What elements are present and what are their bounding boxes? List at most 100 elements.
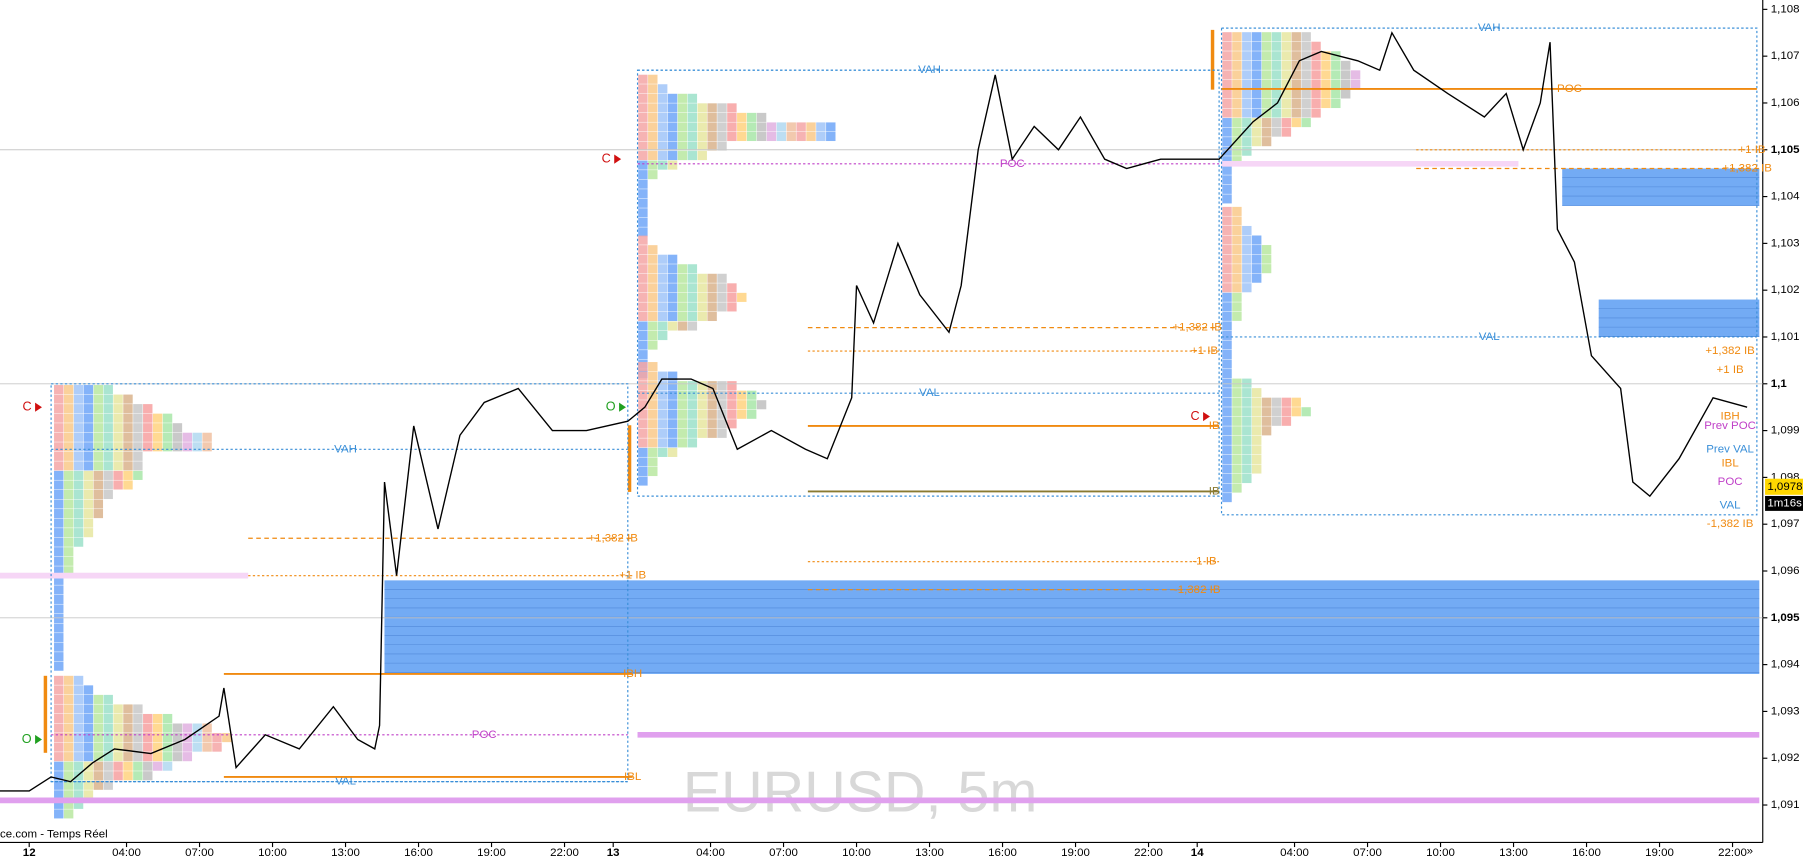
profile-cell	[1261, 51, 1272, 61]
profile-cell	[648, 273, 658, 283]
profile-cell	[73, 413, 84, 423]
profile-cell	[667, 254, 678, 264]
level-label: VAH	[918, 64, 941, 76]
profile-cell	[1222, 302, 1232, 312]
profile-cell	[697, 409, 707, 419]
profile-cell	[1271, 60, 1282, 70]
profile-cell	[657, 160, 668, 170]
profile-cell	[143, 413, 153, 423]
profile-cell	[648, 419, 658, 429]
profile-cell	[83, 394, 94, 404]
profile-cell	[83, 385, 94, 395]
profile-cell	[73, 752, 84, 762]
profile-cell	[1271, 89, 1282, 99]
profile-cell	[172, 723, 183, 733]
profile-cell	[677, 273, 688, 283]
profile-cell	[54, 442, 64, 452]
profile-cell	[162, 442, 173, 452]
x-tick-label: 19:00	[1061, 847, 1090, 859]
profile-cell	[103, 480, 113, 490]
profile-cell	[1232, 473, 1242, 484]
profile-cell	[638, 131, 648, 142]
profile-cell	[707, 131, 717, 142]
profile-cell	[143, 404, 153, 414]
profile-cell	[657, 103, 668, 113]
profile-cell	[182, 442, 193, 452]
profile-cell	[1222, 156, 1232, 166]
profile-cell	[1232, 127, 1242, 137]
marker-label: C	[1191, 409, 1200, 423]
profile-cell	[63, 799, 74, 809]
profile-cell	[1281, 108, 1292, 118]
profile-cell	[737, 131, 747, 142]
profile-cell	[1222, 41, 1232, 51]
profile-cell	[63, 752, 74, 762]
profile-cell	[152, 752, 163, 762]
profile-cell	[1222, 245, 1232, 255]
profile-cell	[103, 385, 113, 395]
profile-cell	[1232, 206, 1242, 216]
profile-cell	[1331, 70, 1341, 80]
profile-cell	[1232, 292, 1242, 302]
level-label: +1,382 IB	[588, 532, 638, 544]
profile-cell	[103, 413, 113, 423]
profile-cell	[1281, 118, 1292, 128]
profile-cell	[1242, 397, 1252, 407]
profile-cell	[1281, 416, 1292, 426]
profile-cell	[73, 713, 84, 724]
profile-cell	[667, 264, 678, 274]
profile-cell	[63, 790, 74, 800]
profile-cell	[113, 752, 123, 762]
profile-cell	[113, 442, 123, 452]
profile-cell	[113, 461, 123, 471]
profile-cell	[113, 413, 123, 423]
profile-cell	[93, 723, 104, 733]
profile-cell	[1261, 118, 1272, 128]
profile-cell	[103, 733, 113, 743]
profile-cell	[73, 470, 84, 480]
y-tick-label: 1,101	[1771, 331, 1800, 343]
profile-cell	[1251, 118, 1262, 128]
profile-cell	[1311, 98, 1321, 109]
profile-cell	[1301, 407, 1311, 417]
level-label: IBL	[624, 771, 641, 783]
profile-cell	[1232, 79, 1242, 89]
profile-cell	[648, 112, 658, 122]
profile-cell	[73, 404, 84, 414]
profile-cell	[1232, 156, 1242, 166]
profile-cell	[54, 652, 64, 662]
profile-cell	[638, 273, 648, 283]
profile-cell	[73, 694, 84, 704]
profile-cell	[1222, 254, 1232, 264]
profile-cell	[133, 713, 143, 724]
profile-cell	[172, 742, 183, 752]
profile-cell	[54, 404, 64, 414]
profile-cell	[1232, 283, 1242, 293]
profile-cell	[1251, 137, 1262, 147]
profile-cell	[677, 292, 688, 302]
scroll-arrows[interactable]: »	[1747, 846, 1753, 858]
profile-cell	[746, 390, 757, 400]
profile-cell	[54, 623, 64, 633]
profile-cell	[727, 292, 737, 302]
profile-cell	[133, 404, 143, 414]
profile-cell	[192, 733, 202, 743]
profile-cell	[638, 371, 648, 381]
profile-cell	[638, 283, 648, 293]
profile-cell	[133, 442, 143, 452]
profile-cell	[1340, 70, 1351, 80]
profile-cell	[1232, 435, 1242, 445]
profile-cell	[657, 292, 668, 302]
profile-cell	[1232, 397, 1242, 407]
profile-cell	[1242, 473, 1252, 484]
profile-cell	[63, 547, 74, 557]
profile-cell	[1261, 416, 1272, 426]
profile-cell	[648, 93, 658, 103]
profile-cell	[697, 131, 707, 142]
profile-cell	[182, 723, 193, 733]
profile-cell	[143, 442, 153, 452]
profile-cell	[54, 704, 64, 714]
profile-cell	[677, 419, 688, 429]
profile-cell	[1232, 302, 1242, 312]
